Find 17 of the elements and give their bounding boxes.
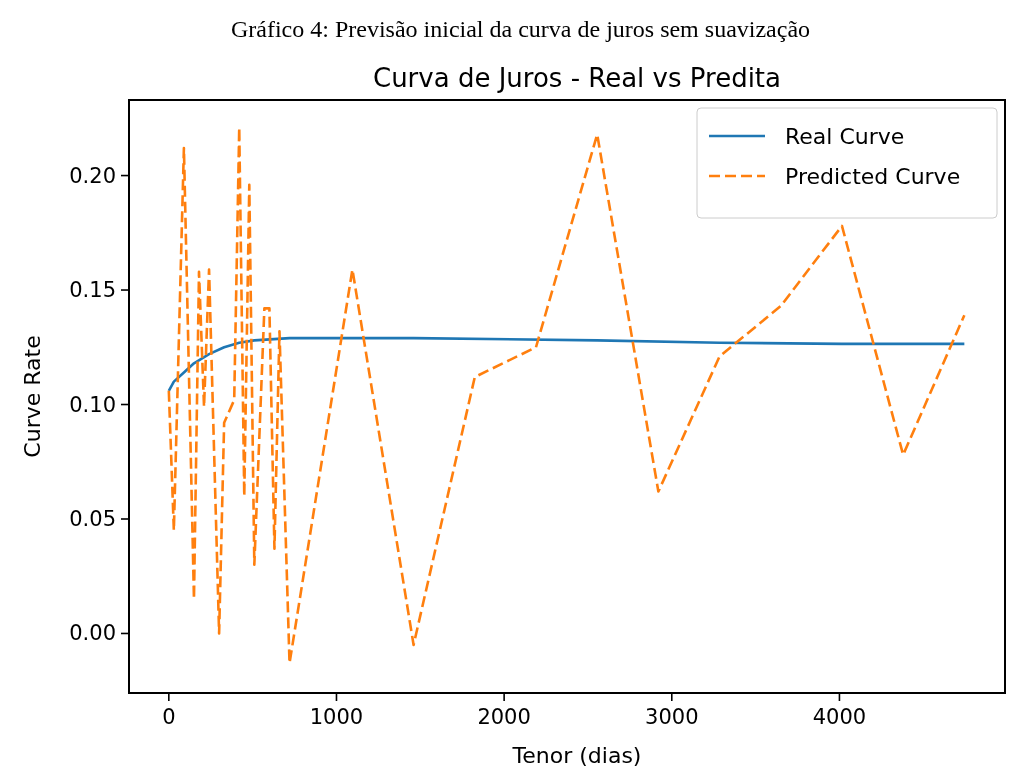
- y-tick-label: 0.05: [69, 506, 116, 531]
- y-tick-label: 0.10: [69, 392, 116, 417]
- x-axis-title: Tenor (dias): [511, 743, 642, 768]
- chart-title: Curva de Juros - Real vs Predita: [372, 63, 782, 93]
- y-axis-title: Curve Rate: [20, 335, 45, 458]
- text: Gráfico 4: Previsão inicial da curva de juros sem suavização: [230, 16, 811, 42]
- x-tick-label: 3000: [645, 705, 699, 729]
- x-tick-label: 2000: [477, 705, 531, 729]
- y-tick-label: 0.00: [69, 621, 116, 646]
- legend-label: Predicted Curve: [785, 164, 961, 189]
- line-series: [167, 336, 966, 393]
- x-tick-label: 4000: [812, 705, 867, 729]
- legend-label: Real Curve: [785, 124, 905, 149]
- y-tick-label: 0.20: [69, 163, 116, 188]
- x-tick-label: 1000: [309, 705, 364, 729]
- y-tick-label: 0.15: [69, 278, 116, 303]
- x-tick-label: 0: [162, 705, 176, 729]
